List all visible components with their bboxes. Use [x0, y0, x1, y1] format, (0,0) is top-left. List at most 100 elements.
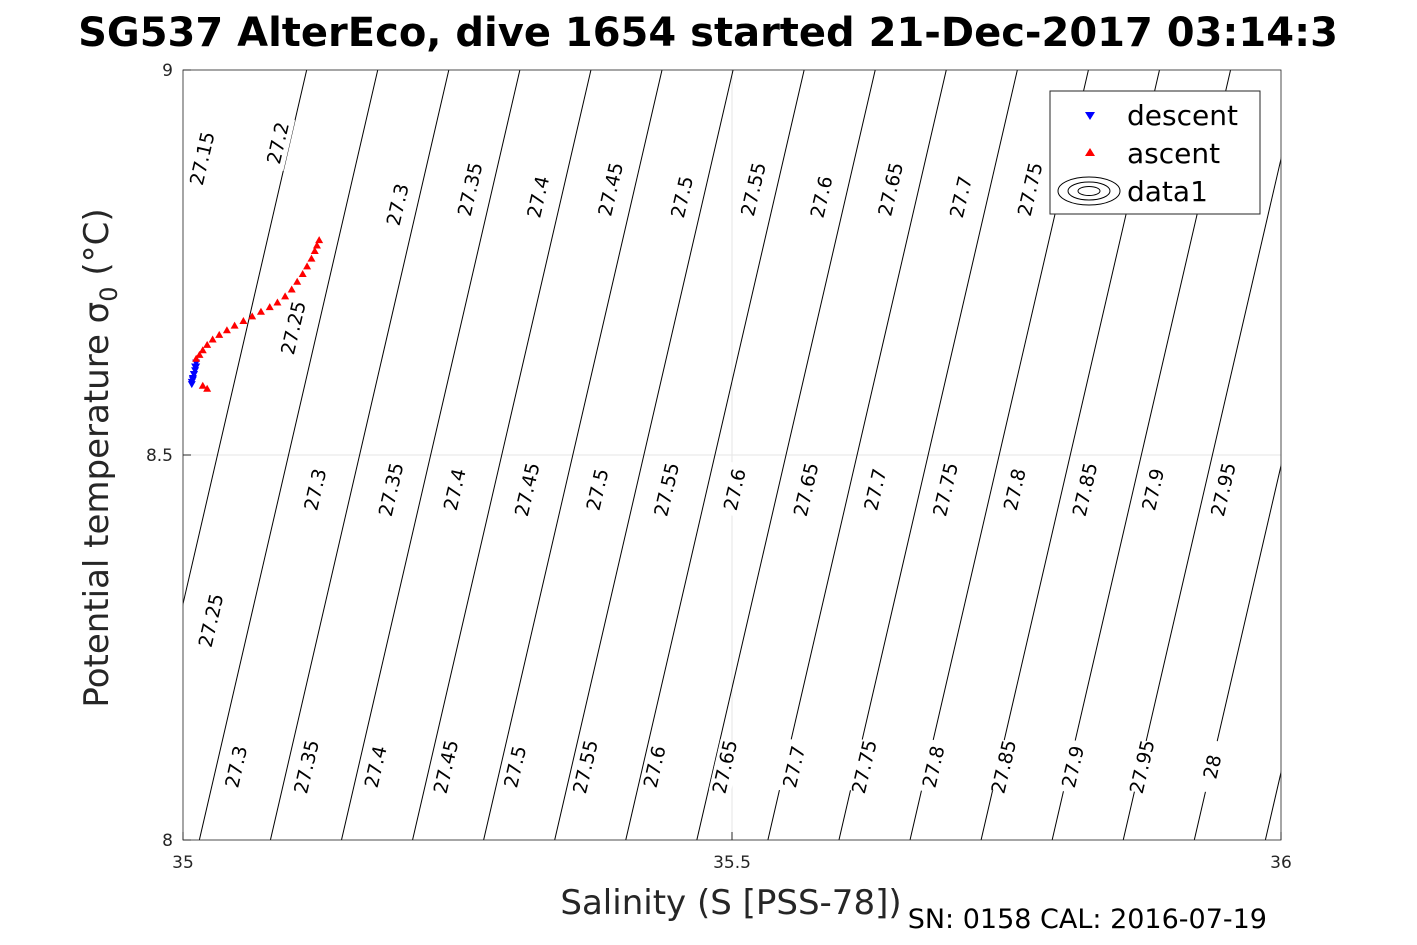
ascent-point — [198, 346, 207, 354]
contour-label-bg — [666, 169, 700, 225]
contour-line — [625, 70, 805, 840]
ascent-point — [281, 292, 290, 300]
contour-line — [767, 70, 947, 840]
y-axis-label: Potential temperature σ0 (°C) — [77, 208, 123, 707]
y-tick-label: 8.5 — [146, 446, 173, 466]
ascent-point — [203, 384, 212, 392]
ascent-point — [248, 312, 257, 320]
contour-label-bg — [220, 739, 254, 795]
contour-line — [838, 70, 1018, 840]
contour-label: 28 — [1199, 753, 1226, 782]
legend-box — [1049, 90, 1261, 215]
contour-label-bg — [522, 169, 556, 225]
contour-label-bg — [359, 739, 393, 795]
ascent-point — [287, 285, 296, 293]
x-tick-label: 35 — [172, 853, 194, 873]
contour-label-bg — [1126, 739, 1160, 795]
contour-label-bg — [998, 461, 1032, 518]
contour-label-bg — [1068, 461, 1103, 518]
descent-point — [187, 381, 196, 389]
ascent-point — [293, 277, 302, 285]
x-axis-label: Salinity (S [PSS-78]) — [560, 883, 901, 923]
contour-label-bg — [194, 592, 229, 649]
contour-label-bg — [929, 461, 963, 518]
x-tick-label: 36 — [1270, 853, 1292, 873]
contour-line — [412, 70, 592, 840]
ascent-point — [222, 326, 231, 334]
legend: descent ascent data1 — [1049, 90, 1261, 215]
y-tick-label: 9 — [162, 61, 173, 81]
contour-label-bg — [778, 739, 812, 795]
contour-label-bg — [438, 461, 472, 518]
contour-label-bg — [1137, 461, 1171, 518]
contour-label-bg — [708, 739, 742, 795]
descent-point — [189, 371, 198, 379]
axis-ticks: 35 35.5 36 8 8.5 9 — [146, 61, 1292, 873]
contour-line — [340, 70, 521, 840]
ascent-point — [303, 262, 312, 270]
contour-label-bg — [299, 461, 333, 518]
ascent-point — [215, 330, 224, 338]
contour-label-bg — [375, 461, 409, 518]
contour-label-bg — [638, 739, 672, 795]
ascent-point — [192, 354, 201, 362]
contour-label-bg — [429, 739, 464, 795]
descent-point — [188, 376, 197, 384]
contour-line — [198, 70, 379, 840]
contour-line — [183, 70, 308, 607]
ascent-point — [273, 298, 282, 306]
ascent-point — [230, 321, 239, 329]
y-axis-label-main: Potential temperature σ — [77, 302, 117, 708]
contour-label-bg — [848, 739, 882, 795]
contour-label-bg — [186, 130, 220, 187]
calibration-footer: SN: 0158 CAL: 2016-07-19 — [908, 904, 1267, 935]
x-tick-label: 35.5 — [713, 853, 751, 873]
contour-line — [554, 70, 734, 840]
contour-line — [1336, 70, 1417, 840]
contour-label-bg — [917, 739, 951, 795]
contour-label-bg — [859, 461, 893, 518]
isopycnal-contours — [183, 70, 1417, 840]
ascent-point — [310, 246, 319, 254]
ascent-point — [239, 317, 248, 325]
contour-line — [696, 70, 876, 840]
contour-label-bg — [569, 739, 603, 795]
y-axis-label-subscript: 0 — [95, 286, 123, 301]
legend-data1-label: data1 — [1127, 175, 1208, 208]
legend-ascent-label: ascent — [1127, 137, 1220, 170]
contour-label-bg — [737, 161, 771, 218]
contour-label-bg — [594, 161, 628, 218]
svg-text:Potential temperature σ0 (°C): Potential temperature σ0 (°C) — [77, 208, 123, 707]
contour-label-bg — [290, 739, 324, 795]
contour-label-bg — [277, 300, 311, 356]
contour-label-bg — [499, 739, 533, 795]
contour-label-bg — [944, 169, 979, 225]
contour-label-bg — [1014, 161, 1048, 218]
y-tick-label: 8 — [162, 831, 173, 851]
contour-label-bg — [650, 461, 684, 518]
contour-label-bg — [1207, 461, 1241, 518]
contour-label-bg — [987, 739, 1021, 795]
contour-line — [1193, 463, 1281, 840]
ascent-point — [203, 340, 212, 348]
ascent-point — [198, 381, 207, 389]
ascent-point — [256, 307, 265, 315]
contour-label-bg — [1056, 739, 1091, 795]
contour-label-bg — [261, 115, 296, 171]
legend-ascent-marker — [1085, 148, 1095, 156]
data-series — [187, 236, 324, 392]
descent-point — [191, 363, 200, 371]
contour-label-bg — [454, 161, 488, 218]
descent-point — [191, 367, 200, 375]
ascent-point — [315, 236, 324, 244]
legend-descent-marker — [1085, 112, 1095, 120]
contour-label-bg — [581, 461, 615, 518]
ascent-point — [195, 350, 204, 358]
legend-descent-label: descent — [1127, 99, 1238, 132]
contour-line — [483, 70, 663, 840]
contour-line — [1122, 156, 1281, 840]
contour-label-bg — [718, 461, 752, 518]
ascent-point — [208, 335, 217, 343]
